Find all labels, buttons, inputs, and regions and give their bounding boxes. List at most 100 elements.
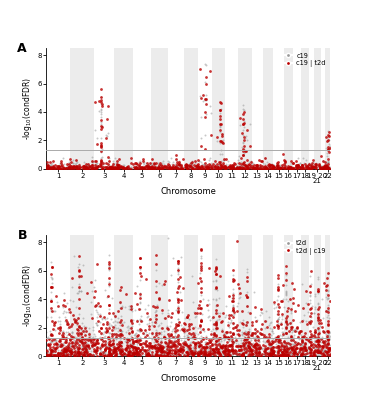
Point xyxy=(155,163,161,169)
Point xyxy=(126,165,132,171)
Point xyxy=(298,165,304,172)
Point xyxy=(307,353,313,359)
Point xyxy=(310,163,316,170)
Point xyxy=(276,348,281,354)
Point xyxy=(239,330,245,337)
Point xyxy=(276,336,281,343)
Point xyxy=(250,322,255,328)
Point xyxy=(200,344,206,350)
Point xyxy=(125,336,131,342)
Point xyxy=(222,165,228,172)
Point xyxy=(287,296,293,302)
Point xyxy=(270,352,276,359)
Point xyxy=(283,348,289,354)
Point xyxy=(166,165,172,171)
Point xyxy=(284,351,290,357)
Point xyxy=(283,281,289,288)
Point xyxy=(159,345,165,351)
Point xyxy=(250,333,256,340)
Point xyxy=(55,351,61,357)
Point xyxy=(306,164,312,171)
Point xyxy=(68,352,73,359)
Point xyxy=(276,342,282,349)
Point xyxy=(294,349,300,356)
Point xyxy=(288,326,294,332)
Point xyxy=(73,317,79,323)
Point xyxy=(68,158,73,165)
Point xyxy=(83,165,89,171)
Point xyxy=(120,165,126,172)
Point xyxy=(261,163,267,169)
Point xyxy=(308,292,313,299)
Point xyxy=(113,344,119,351)
Point xyxy=(255,166,261,172)
Point xyxy=(145,342,150,349)
Point xyxy=(218,147,224,153)
Point xyxy=(240,152,246,158)
Point xyxy=(146,326,152,332)
Point xyxy=(236,347,241,354)
Point xyxy=(217,344,223,350)
Point xyxy=(256,345,262,351)
Point xyxy=(185,312,191,318)
Point xyxy=(76,342,82,348)
Point xyxy=(325,295,331,301)
Point xyxy=(239,165,244,172)
Point xyxy=(325,332,331,338)
Point xyxy=(103,135,109,141)
Point xyxy=(326,345,332,351)
Point xyxy=(47,338,53,345)
Point xyxy=(280,352,286,358)
Point xyxy=(48,284,54,291)
Point xyxy=(123,165,129,171)
Point xyxy=(309,160,315,166)
Point xyxy=(128,324,134,330)
Point xyxy=(158,353,164,359)
Point xyxy=(95,336,101,342)
Point xyxy=(236,164,242,171)
Point xyxy=(243,336,249,342)
Point xyxy=(210,351,216,357)
Point xyxy=(201,348,207,354)
Point xyxy=(106,338,112,344)
Point xyxy=(84,344,90,350)
Point xyxy=(139,158,145,164)
Point xyxy=(279,342,284,349)
Point xyxy=(66,164,72,170)
Point xyxy=(106,341,112,347)
Point xyxy=(240,116,246,122)
Point xyxy=(58,160,64,167)
Point xyxy=(244,292,250,298)
Point xyxy=(86,162,92,169)
Point xyxy=(98,161,103,168)
Point xyxy=(175,349,181,355)
Point xyxy=(299,345,305,352)
Point xyxy=(171,338,177,344)
Point xyxy=(115,346,120,352)
Point xyxy=(254,342,259,348)
Point xyxy=(75,164,81,170)
Point xyxy=(252,348,258,354)
Point xyxy=(186,350,192,357)
Point xyxy=(47,164,52,170)
Point xyxy=(72,352,77,358)
Point xyxy=(262,164,268,170)
Point xyxy=(198,317,204,323)
Point xyxy=(212,163,218,170)
Point xyxy=(79,335,85,342)
Point xyxy=(282,164,288,171)
Point xyxy=(104,132,110,139)
Point xyxy=(144,341,150,348)
Point xyxy=(153,338,159,344)
Point xyxy=(161,348,167,354)
Point xyxy=(81,162,87,168)
Point xyxy=(238,163,244,169)
Point xyxy=(98,108,104,115)
Point xyxy=(281,347,287,354)
Point xyxy=(294,162,300,168)
Point xyxy=(58,350,64,356)
Point xyxy=(51,352,57,358)
Point xyxy=(217,140,223,146)
Point xyxy=(84,290,90,296)
Point xyxy=(157,344,163,351)
